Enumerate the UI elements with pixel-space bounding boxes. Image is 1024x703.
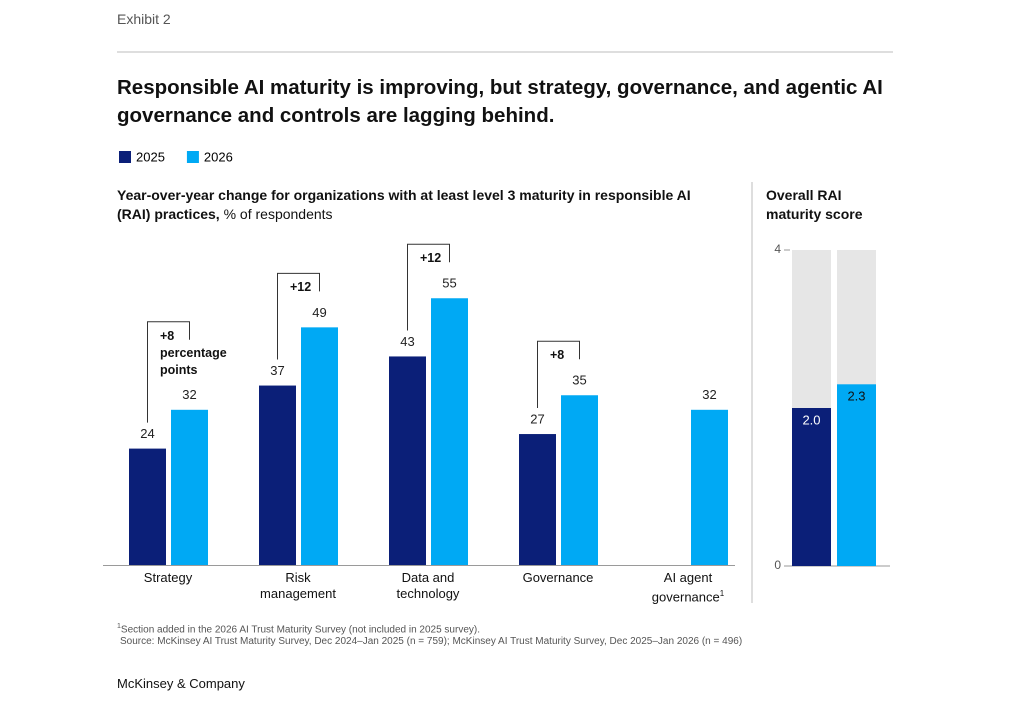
bar (792, 408, 831, 566)
bracket (407, 243, 450, 331)
chart-title-text: Year-over-year change for organizations … (117, 187, 691, 222)
value-label: 49 (312, 305, 326, 320)
value-label: 55 (442, 276, 456, 291)
value-label: 24 (140, 426, 154, 441)
chart-title: Year-over-year change for organizations … (117, 186, 697, 224)
annotation: +8 (550, 348, 565, 363)
value-label: 2.0 (802, 412, 820, 427)
x-tick-label: Risk management (253, 570, 343, 602)
score-title: Overall RAI maturity score (766, 187, 863, 222)
legend-label: 2026 (204, 149, 233, 164)
y-tick-label: 4 (774, 242, 781, 256)
value-label: 32 (702, 387, 716, 402)
bracket (277, 272, 320, 360)
footer: McKinsey & Company (117, 676, 245, 691)
bar (259, 385, 296, 565)
bar (431, 298, 468, 565)
footnote-marker: 1 (117, 623, 121, 630)
x-tick-label: Data and technology (383, 570, 473, 602)
value-label: 35 (572, 373, 586, 388)
chart-unit: % of respondents (223, 206, 333, 222)
bar (519, 434, 556, 565)
bar (171, 409, 208, 565)
bar (301, 327, 338, 565)
page-title: Responsible AI maturity is improving, bu… (117, 76, 883, 127)
bar (561, 395, 598, 565)
bracket (537, 340, 580, 409)
footnote-marker: 1 (719, 589, 725, 598)
bracket (147, 321, 190, 423)
annotation: +12 (290, 280, 312, 295)
annotation: +12 (420, 251, 442, 266)
exhibit-label: Exhibit 2 (117, 11, 171, 27)
value-label: 43 (400, 334, 414, 349)
footnotes: 1Section added in the 2026 AI Trust Matu… (117, 621, 917, 648)
bar (837, 384, 876, 566)
x-tick-label: Governance (513, 570, 603, 586)
category-text: Governance (522, 570, 594, 585)
value-label: 32 (182, 387, 196, 402)
footnote: 1Section added in the 2026 AI Trust Matu… (117, 621, 917, 636)
footnote-text: Section added in the 2026 AI Trust Matur… (120, 624, 480, 636)
y-tick-label: 0 (774, 558, 781, 572)
category-text: Data and technology (396, 570, 460, 601)
value-label: 2.3 (847, 389, 865, 404)
value-label: 27 (530, 411, 544, 426)
category-text: Strategy (143, 570, 193, 585)
x-tick-label: AI agent governance1 (643, 570, 733, 605)
legend-swatch (119, 151, 131, 163)
legend-swatch (186, 151, 199, 163)
bar (691, 409, 728, 565)
category-text: Risk management (260, 570, 336, 601)
annotation: +8 percentage points (160, 328, 227, 377)
category-text: AI agent governance (651, 570, 720, 605)
value-label: 37 (270, 363, 284, 378)
bar (389, 356, 426, 565)
x-tick-label: Strategy (123, 570, 213, 586)
legend-label: 2025 (136, 149, 165, 164)
bar (129, 448, 166, 565)
source: Source: McKinsey AI Trust Maturity Surve… (120, 636, 743, 648)
